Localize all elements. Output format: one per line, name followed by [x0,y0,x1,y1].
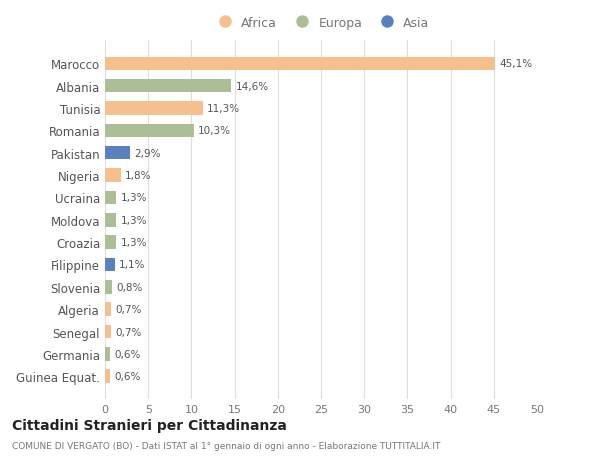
Text: 0,6%: 0,6% [115,349,141,359]
Bar [105,213,116,227]
Text: 0,6%: 0,6% [115,371,141,381]
Text: 0,7%: 0,7% [115,304,142,314]
Text: 1,3%: 1,3% [121,193,147,203]
Bar [105,325,111,338]
Bar [105,280,112,294]
Text: 1,1%: 1,1% [119,260,145,270]
Text: 1,3%: 1,3% [121,215,147,225]
Bar [105,124,194,138]
Legend: Africa, Europa, Asia: Africa, Europa, Asia [208,12,434,35]
Text: 10,3%: 10,3% [199,126,232,136]
Bar [105,80,231,93]
Bar [105,191,116,205]
Text: 0,7%: 0,7% [115,327,142,337]
Text: Cittadini Stranieri per Cittadinanza: Cittadini Stranieri per Cittadinanza [12,418,287,431]
Text: 45,1%: 45,1% [499,59,532,69]
Text: COMUNE DI VERGATO (BO) - Dati ISTAT al 1° gennaio di ogni anno - Elaborazione TU: COMUNE DI VERGATO (BO) - Dati ISTAT al 1… [12,441,440,450]
Bar [105,147,130,160]
Bar [105,57,494,71]
Bar [105,303,111,316]
Bar [105,258,115,272]
Text: 14,6%: 14,6% [235,82,269,91]
Text: 11,3%: 11,3% [207,104,240,114]
Bar [105,102,203,116]
Bar [105,236,116,249]
Bar [105,169,121,182]
Text: 1,3%: 1,3% [121,238,147,247]
Text: 0,8%: 0,8% [116,282,143,292]
Bar [105,347,110,361]
Bar [105,369,110,383]
Text: 1,8%: 1,8% [125,171,151,181]
Text: 2,9%: 2,9% [134,148,161,158]
